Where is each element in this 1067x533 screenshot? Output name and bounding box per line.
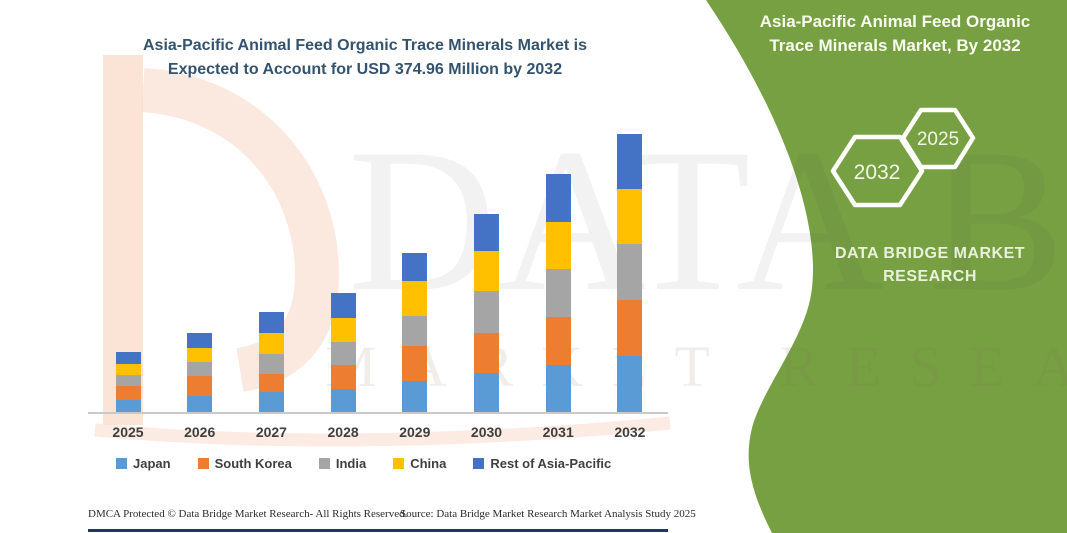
bar-segment-india-2026: [187, 362, 213, 377]
bar-segment-japan-2027: [258, 392, 284, 412]
bar-segment-rest-of-asia-pacific-2026: [187, 333, 213, 349]
bar-segment-india-2025: [115, 374, 141, 386]
legend-item-south-korea: South Korea: [197, 456, 292, 471]
footer-dmca-text: DMCA Protected © Data Bridge Market Rese…: [88, 508, 408, 520]
bar-segment-india-2027: [258, 353, 284, 374]
x-tick-2032: 2032: [614, 424, 646, 440]
legend-label-south-korea: South Korea: [214, 456, 292, 471]
bar-segment-india-2030: [474, 290, 499, 333]
x-axis-labels: 2025 2026 2027 2028 2029 2030 2031 2032: [88, 424, 668, 444]
bar-segment-china-2025: [115, 363, 141, 375]
footer-source-text: Source: Data Bridge Market Research Mark…: [400, 508, 696, 520]
x-tick-2030: 2030: [470, 424, 503, 440]
hexagon-2032: [830, 134, 925, 208]
bar-segment-south-korea-2026: [187, 376, 213, 396]
x-tick-2029: 2029: [399, 424, 431, 440]
legend-swatch-china: [393, 458, 405, 469]
plot-area: [88, 130, 668, 414]
legend-label-japan: Japan: [133, 456, 171, 471]
bar-segment-south-korea-2025: [115, 385, 141, 400]
legend-label-china: China: [410, 456, 447, 471]
bar-segment-rest-of-asia-pacific-2025: [115, 352, 141, 364]
brand-name: DATA BRIDGE MARKET RESEARCH: [834, 245, 1026, 285]
legend-item-india: India: [318, 456, 367, 471]
hexagon-2032-label: 2032: [854, 161, 901, 184]
bar-segment-japan-2031: [545, 364, 571, 412]
bottom-rule: [88, 529, 668, 532]
bar-segment-japan-2025: [115, 399, 141, 412]
hexagon-2025: [900, 107, 976, 170]
x-tick-2025: 2025: [112, 424, 144, 440]
bar-segment-china-2030: [474, 251, 499, 291]
legend-item-japan: Japan: [116, 456, 171, 471]
x-tick-2031: 2031: [542, 424, 574, 440]
panel-title: Asia-Pacific Animal Feed Organic Trace M…: [759, 12, 1031, 55]
bar-segment-china-2027: [258, 333, 284, 354]
legend-item-china: China: [393, 456, 446, 471]
chart-legend: Japan South Korea India China Rest of Asia-P…: [116, 456, 611, 471]
legend-swatch-south-korea: [197, 458, 209, 469]
bar-segment-india-2028: [330, 342, 356, 365]
watermark-text-secondary: MARKET RESEARCH: [325, 334, 1067, 399]
legend-label-rest-of-asia-pacific: Rest of Asia-Pacific: [490, 456, 612, 471]
bar-2029: [402, 253, 428, 412]
bar-segment-south-korea-2029: [402, 346, 428, 381]
bar-segment-rest-of-asia-pacific-2027: [258, 312, 284, 334]
bar-2031: [545, 174, 571, 412]
bar-segment-rest-of-asia-pacific-2032: [617, 134, 643, 190]
x-axis-line: [88, 412, 668, 414]
bar-segment-india-2031: [545, 269, 571, 318]
bar-segment-japan-2029: [402, 381, 428, 412]
bar-segment-india-2029: [402, 316, 428, 346]
bar-segment-japan-2032: [617, 355, 643, 412]
legend-item-rest-of-asia-pacific: Rest of Asia-Pacific: [473, 456, 611, 471]
bar-segment-china-2028: [330, 318, 356, 343]
bar-segment-rest-of-asia-pacific-2028: [330, 293, 356, 319]
legend-label-india: India: [335, 456, 367, 471]
bar-2026: [187, 333, 213, 412]
dbmr-logo-watermark: [94, 55, 671, 447]
bar-segment-india-2032: [617, 244, 643, 300]
bar-2028: [330, 293, 356, 412]
green-panel-path: [706, 0, 1067, 533]
bar-2025: [115, 352, 141, 412]
forecast-hexagons: 2032 2025: [830, 107, 976, 208]
bar-segment-rest-of-asia-pacific-2030: [474, 214, 499, 252]
bar-segment-rest-of-asia-pacific-2029: [402, 253, 428, 281]
bar-segment-china-2032: [617, 189, 643, 245]
bar-segment-rest-of-asia-pacific-2031: [545, 174, 571, 223]
bar-2030: [474, 214, 499, 412]
bar-segment-south-korea-2030: [474, 333, 499, 373]
bar-2027: [258, 312, 284, 412]
bar-segment-japan-2030: [474, 373, 499, 412]
bar-segment-japan-2026: [187, 395, 213, 412]
hexagon-2025-label: 2025: [917, 129, 959, 150]
bar-segment-japan-2028: [330, 388, 356, 412]
bar-segment-china-2026: [187, 348, 213, 363]
bar-segment-south-korea-2032: [617, 299, 643, 356]
bar-segment-china-2029: [402, 281, 428, 316]
x-tick-2026: 2026: [184, 424, 216, 440]
bar-segment-south-korea-2031: [545, 317, 571, 365]
bar-segment-south-korea-2028: [330, 364, 356, 389]
x-tick-2027: 2027: [255, 424, 287, 440]
legend-swatch-rest-of-asia-pacific: [473, 458, 485, 469]
legend-swatch-india: [318, 458, 330, 469]
bar-segment-south-korea-2027: [258, 373, 284, 392]
legend-swatch-japan: [116, 458, 127, 469]
bar-2032: [617, 134, 643, 412]
bar-segment-china-2031: [545, 222, 571, 270]
chart-title: Asia-Pacific Animal Feed Organic Trace M…: [142, 37, 588, 78]
x-tick-2028: 2028: [327, 424, 359, 440]
